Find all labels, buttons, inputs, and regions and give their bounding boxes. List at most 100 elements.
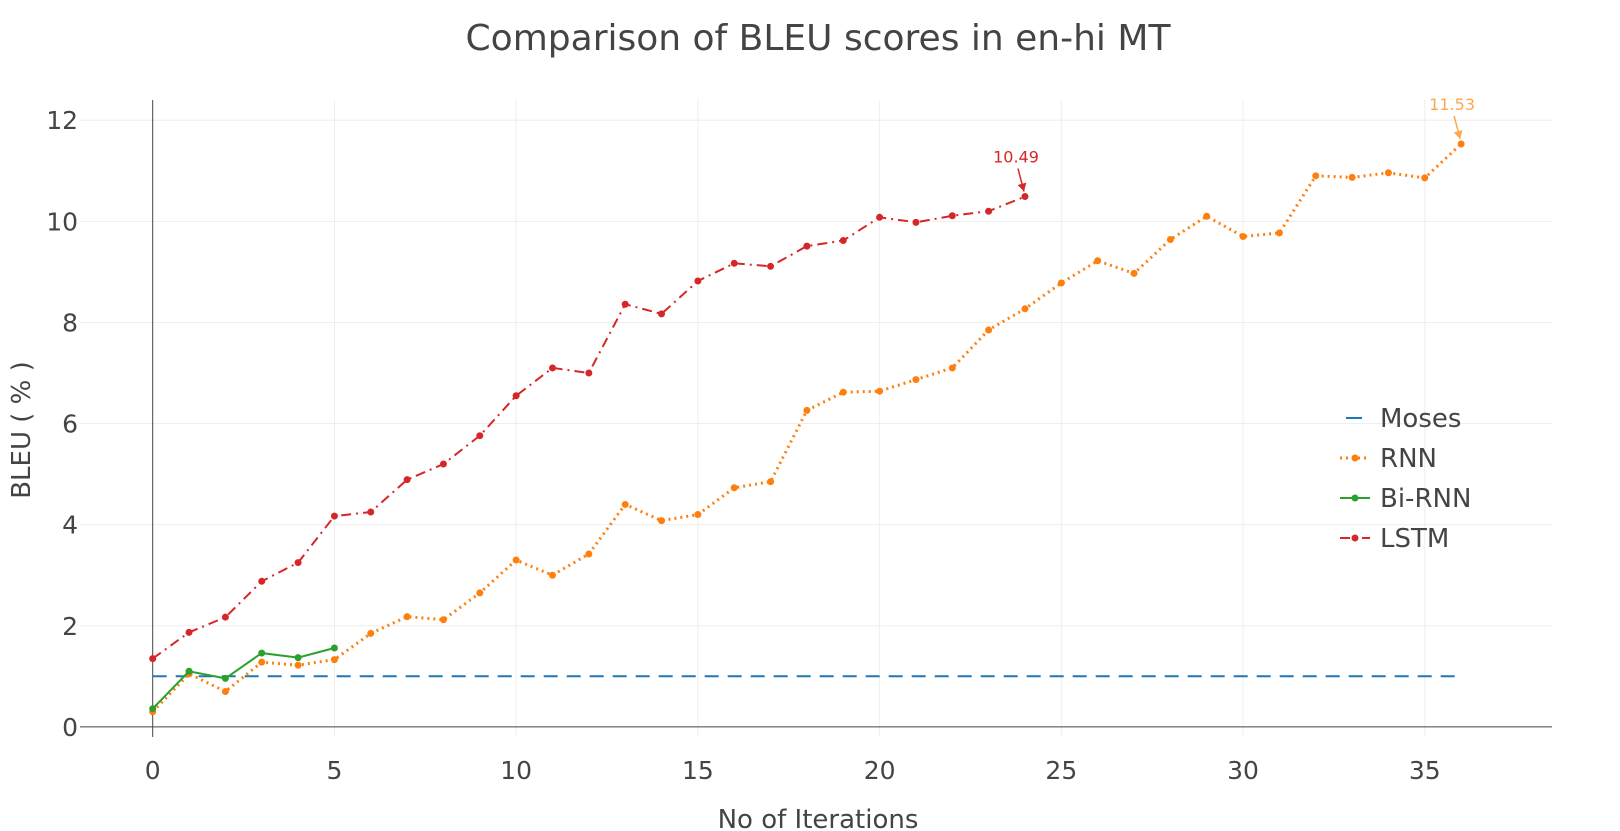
data-point-rnn	[948, 364, 956, 372]
data-point-lstm	[476, 432, 484, 440]
grid-lines	[80, 100, 1552, 737]
data-point-rnn	[403, 613, 411, 621]
legend-item-rnn[interactable]: RNN	[1340, 444, 1437, 474]
data-point-lstm	[258, 577, 266, 585]
y-tick-label: 12	[46, 106, 78, 135]
y-tick-label: 6	[62, 410, 78, 439]
data-point-rnn	[1094, 257, 1102, 265]
legend-marker	[1351, 494, 1359, 502]
data-point-lstm	[439, 460, 447, 468]
data-point-bi-rnn	[185, 667, 193, 675]
legend-marker	[1351, 534, 1359, 542]
data-point-rnn	[912, 376, 920, 384]
y-tick-label: 8	[62, 308, 78, 337]
data-point-rnn	[1384, 169, 1392, 177]
data-point-rnn	[1348, 173, 1356, 181]
data-point-lstm	[185, 628, 193, 636]
data-point-rnn	[1057, 279, 1065, 287]
data-point-lstm	[585, 369, 593, 377]
data-point-bi-rnn	[221, 674, 229, 682]
data-point-rnn	[985, 326, 993, 334]
data-point-rnn	[1021, 305, 1029, 313]
x-tick-label: 5	[326, 756, 342, 785]
data-point-bi-rnn	[149, 705, 157, 713]
data-point-lstm	[912, 218, 920, 226]
data-point-bi-rnn	[294, 654, 302, 662]
annotation-arrowhead	[1453, 130, 1463, 139]
x-tick-label: 0	[145, 756, 161, 785]
x-tick-label: 25	[1045, 756, 1077, 785]
data-point-rnn	[839, 388, 847, 396]
series-rnn	[149, 140, 1465, 716]
series-lstm	[149, 193, 1029, 663]
data-point-rnn	[767, 478, 775, 486]
data-point-bi-rnn	[330, 644, 338, 652]
data-point-lstm	[548, 364, 556, 372]
y-tick-label: 0	[62, 713, 78, 742]
chart-title: Comparison of BLEU scores in en-hi MT	[466, 18, 1172, 59]
data-point-lstm	[221, 613, 229, 621]
series-line-lstm	[152, 195, 1026, 660]
data-point-rnn	[730, 484, 738, 492]
data-point-rnn	[512, 556, 520, 564]
series-layer	[149, 140, 1465, 716]
annotation-label: 11.53	[1429, 95, 1475, 114]
data-point-rnn	[221, 688, 229, 695]
data-point-lstm	[330, 512, 338, 520]
axes: 0 5 10 15 20 25 30 35 0 2 4 6 8 10 12	[46, 100, 1552, 785]
data-point-lstm	[839, 237, 847, 245]
data-point-lstm	[985, 207, 993, 215]
annotation-label: 10.49	[993, 148, 1039, 167]
data-point-rnn	[1275, 229, 1283, 237]
data-point-rnn	[694, 511, 702, 519]
data-point-rnn	[330, 656, 338, 664]
data-point-lstm	[658, 310, 666, 318]
legend-label: Bi-RNN	[1380, 484, 1471, 514]
data-point-lstm	[1021, 193, 1029, 201]
legend-label: Moses	[1380, 404, 1461, 434]
legend-item-bi-rnn[interactable]: Bi-RNN	[1340, 484, 1471, 514]
data-point-rnn	[1239, 233, 1247, 240]
annotation-arrowhead	[1017, 182, 1027, 192]
legend-item-moses[interactable]: Moses	[1346, 404, 1461, 434]
data-point-rnn	[548, 571, 556, 579]
y-axis-title: BLEU ( % )	[7, 361, 37, 499]
data-point-lstm	[694, 277, 702, 285]
x-tick-label: 35	[1409, 756, 1441, 785]
data-point-rnn	[1166, 236, 1174, 244]
data-point-lstm	[803, 242, 811, 250]
x-tick-label: 10	[500, 756, 532, 785]
x-tick-label: 20	[864, 756, 896, 785]
annotations: 10.49 11.53	[993, 95, 1475, 192]
data-point-lstm	[876, 213, 884, 221]
data-point-lstm	[767, 262, 775, 270]
data-point-lstm	[149, 655, 157, 663]
data-point-rnn	[367, 629, 375, 637]
series-bi-rnn	[149, 644, 338, 713]
x-axis-title: No of Iterations	[718, 805, 919, 831]
data-point-bi-rnn	[258, 649, 266, 657]
data-point-rnn	[476, 589, 484, 597]
data-point-rnn	[1203, 212, 1211, 220]
legend[interactable]: Moses RNN Bi-RNN LSTM	[1340, 404, 1471, 554]
data-point-rnn	[439, 616, 447, 624]
data-point-lstm	[730, 259, 738, 267]
legend-marker	[1351, 454, 1359, 462]
series-line-bi-rnn	[151, 647, 335, 710]
data-point-rnn	[1130, 269, 1138, 277]
y-tick-label: 2	[62, 612, 78, 641]
legend-label: RNN	[1380, 444, 1437, 474]
data-point-rnn	[1457, 140, 1465, 148]
data-point-rnn	[803, 406, 811, 414]
annotation: 10.49	[993, 148, 1039, 192]
data-point-rnn	[1421, 174, 1429, 182]
data-point-lstm	[948, 212, 956, 220]
data-point-lstm	[367, 508, 375, 516]
data-point-rnn	[1312, 172, 1320, 180]
series-line-rnn	[151, 142, 1463, 713]
legend-item-lstm[interactable]: LSTM	[1340, 524, 1449, 554]
data-point-rnn	[658, 517, 666, 525]
data-point-rnn	[585, 550, 593, 558]
data-point-lstm	[403, 476, 411, 484]
